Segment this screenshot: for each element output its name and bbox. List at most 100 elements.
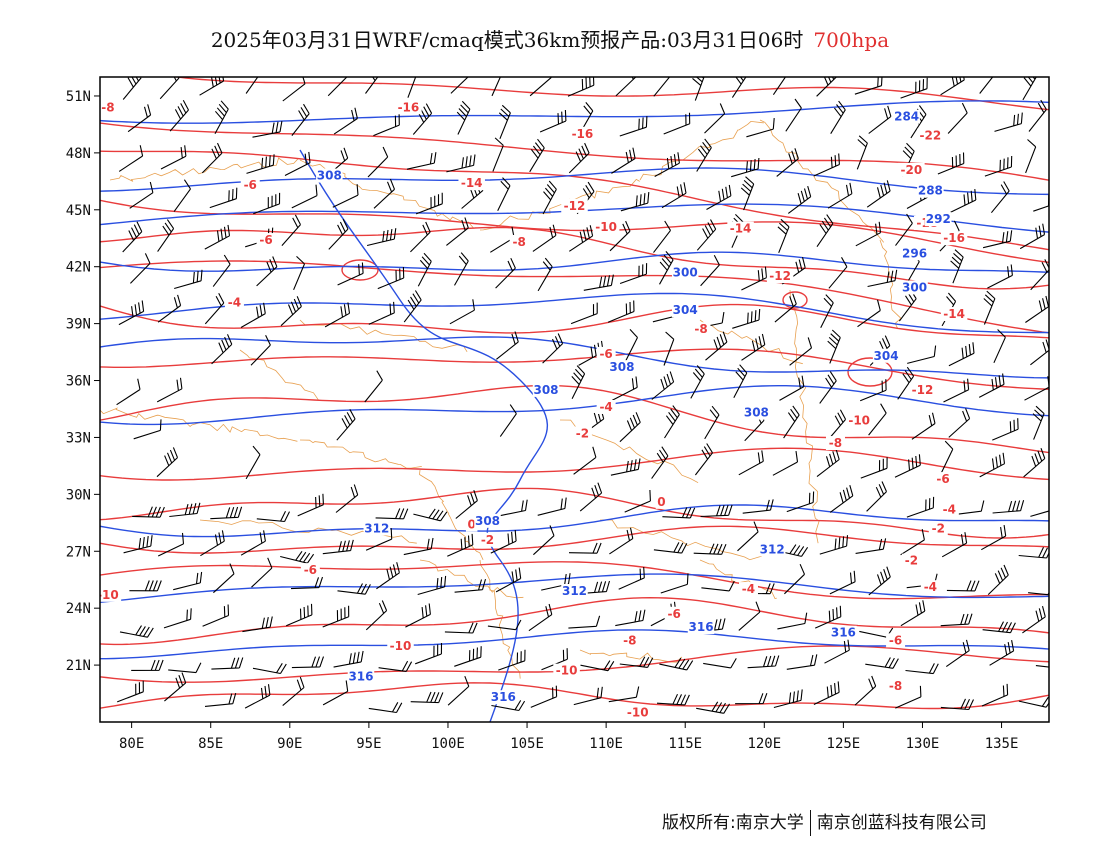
lat-tick-label: 33N	[66, 430, 91, 446]
temperature-label: -8	[512, 235, 525, 249]
wind-barb	[447, 675, 470, 706]
wind-barb	[618, 566, 645, 590]
lon-tick-label: 105E	[510, 736, 544, 752]
wind-barb	[446, 154, 476, 173]
height-label-bg	[671, 303, 699, 318]
wind-barb	[211, 657, 244, 670]
wind-barb	[364, 370, 383, 403]
temperature-label-bg	[766, 269, 794, 284]
lon-tick-label: 130E	[906, 736, 940, 752]
temperature-closed-contour	[341, 259, 379, 281]
height-contour	[100, 100, 1049, 124]
temperature-label-bg	[886, 678, 906, 693]
wind-barb	[855, 221, 882, 247]
wind-barb	[119, 625, 154, 638]
wind-barb	[455, 490, 478, 519]
wind-barb	[741, 333, 766, 361]
wind-barb	[118, 300, 145, 326]
wind-barb	[251, 557, 273, 588]
wind-barb	[992, 418, 1019, 441]
wind-barb	[213, 563, 235, 594]
wind-barb	[324, 302, 351, 328]
wind-barb	[336, 409, 356, 441]
wind-barb	[1022, 77, 1037, 101]
wind-barb	[984, 155, 1013, 177]
wind-barb	[868, 105, 892, 134]
wind-barb	[211, 334, 233, 365]
wind-barb	[130, 253, 151, 284]
temperature-label: -10	[595, 220, 617, 234]
temperature-contour	[100, 226, 1049, 290]
wind-barb	[328, 218, 349, 250]
wind-barb	[662, 507, 696, 519]
wind-barb	[210, 506, 243, 520]
wind-barb	[169, 502, 201, 518]
height-label-bg	[925, 212, 952, 227]
temperature-label-bg	[825, 436, 845, 451]
temperature-label: -16	[398, 100, 420, 114]
wind-barb	[990, 181, 1010, 214]
wind-barb	[814, 605, 842, 629]
wind-barb	[129, 181, 154, 209]
border-line	[419, 469, 484, 560]
wind-barb	[824, 639, 850, 664]
wind-barb	[450, 77, 469, 94]
temperature-label: -10	[556, 664, 578, 678]
wind-barb	[256, 256, 278, 287]
wind-barb	[773, 689, 803, 709]
wind-barb	[704, 103, 726, 134]
wind-barb	[987, 264, 1013, 289]
wind-barb	[738, 601, 761, 631]
wind-barb	[214, 100, 229, 134]
wind-barb	[132, 506, 165, 518]
wind-barb	[406, 152, 437, 170]
lat-tick-label: 48N	[66, 146, 91, 162]
wind-barb	[412, 103, 433, 135]
temperature-label-bg	[300, 563, 320, 578]
temperature-contour	[100, 150, 1049, 251]
wind-barb	[291, 184, 318, 209]
lon-tick-label: 120E	[747, 736, 781, 752]
wind-barb	[992, 500, 1025, 514]
wind-barb	[456, 100, 471, 135]
height-label: 308	[533, 383, 558, 397]
wind-barb	[900, 77, 928, 99]
height-contour	[100, 385, 1049, 426]
temperature-contour	[100, 122, 1049, 181]
wind-barb	[900, 528, 925, 556]
wind-barb	[160, 145, 187, 170]
wind-barb	[819, 371, 837, 404]
temperature-label-bg	[458, 176, 485, 191]
wind-barb	[365, 77, 379, 94]
wind-barb	[609, 527, 634, 555]
wind-barb	[856, 135, 868, 170]
wind-barb	[201, 142, 223, 174]
height-label: 300	[902, 280, 927, 294]
temperature-label-bg	[898, 162, 925, 177]
lon-tick-label: 125E	[827, 736, 861, 752]
wind-barb	[568, 225, 594, 252]
height-label: 308	[317, 169, 342, 183]
wind-barb	[772, 451, 799, 476]
wind-barb	[979, 77, 994, 94]
temperature-label-bg	[240, 178, 260, 193]
wind-barb	[774, 293, 797, 323]
temperature-label-bg	[901, 553, 921, 568]
wind-barb	[280, 550, 315, 564]
wind-barb	[378, 660, 413, 672]
height-label: 304	[673, 303, 698, 317]
temperature-label-bg	[727, 221, 754, 236]
height-label-bg	[316, 168, 343, 183]
wind-barb	[123, 535, 153, 554]
wind-barb	[774, 544, 809, 557]
lat-tick-label: 45N	[66, 203, 91, 219]
wind-barb	[828, 257, 848, 289]
temperature-contour	[100, 487, 1049, 539]
wind-barb	[1019, 223, 1046, 250]
wind-barb	[568, 542, 602, 554]
wind-barb	[495, 567, 522, 593]
temperature-contour	[100, 260, 1049, 334]
wind-barb	[157, 532, 185, 557]
wind-barb	[245, 77, 259, 94]
wind-barb	[376, 562, 400, 590]
